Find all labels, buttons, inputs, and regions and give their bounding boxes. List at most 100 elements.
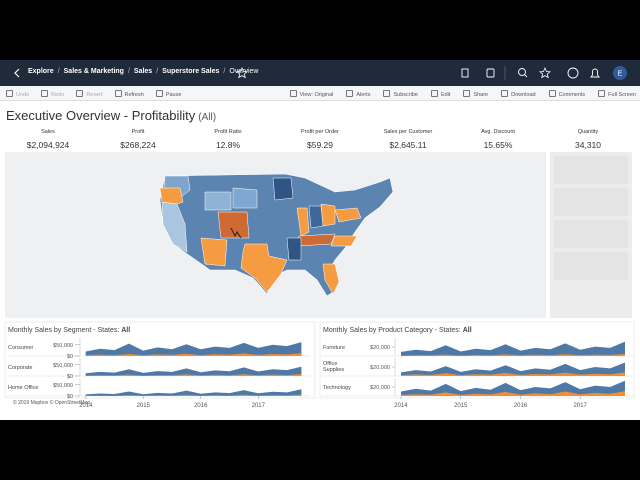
state bbox=[200, 237, 228, 267]
separator: / bbox=[57, 68, 60, 75]
state bbox=[217, 211, 250, 239]
kpi-label: Avg. Discount bbox=[481, 129, 515, 135]
row-label: Consumer bbox=[8, 345, 34, 351]
toolbar-button[interactable]: Comments bbox=[549, 90, 586, 98]
row-label: Technology bbox=[323, 385, 351, 391]
cursor bbox=[230, 227, 242, 239]
chart-title-text: Monthly Sales by Segment - States: bbox=[8, 327, 121, 334]
area bbox=[401, 372, 625, 376]
y-tick-label: $20,000 bbox=[370, 365, 390, 371]
kpi: Profit $268,224 bbox=[93, 129, 183, 150]
side-panel bbox=[550, 152, 632, 318]
kpi-label: Sales per Customer bbox=[383, 129, 433, 135]
kpi: Quantity 34,310 bbox=[543, 129, 633, 150]
area bbox=[401, 362, 625, 376]
area bbox=[85, 374, 302, 376]
y-tick-label: $0 bbox=[67, 374, 73, 380]
bookmark-icon[interactable] bbox=[461, 68, 469, 78]
help-icon[interactable] bbox=[567, 67, 579, 79]
toolbar-button[interactable]: Undo bbox=[6, 90, 29, 98]
area bbox=[401, 341, 625, 356]
kpi: Profit per Order $59.29 bbox=[275, 129, 365, 150]
toolbar-button[interactable]: Share bbox=[463, 90, 488, 98]
x-tick-label: 2017 bbox=[574, 403, 588, 409]
kpi-value: $2,645.11 bbox=[389, 140, 427, 150]
kpi: Sales per Customer $2,645.11 bbox=[363, 129, 453, 150]
area bbox=[85, 389, 302, 396]
back-icon[interactable] bbox=[14, 68, 20, 78]
kpi: Sales $2,094,924 bbox=[3, 129, 93, 150]
toolbar: Undo Redo Revert Refresh Pause View: Origina… bbox=[0, 86, 640, 101]
side-placeholders bbox=[554, 156, 628, 280]
map-credit: © 2019 Mapbox © OpenStreetMap bbox=[13, 400, 91, 406]
chart-panel bbox=[4, 321, 316, 399]
kpi: Profit Ratio 12.8% bbox=[183, 129, 273, 150]
toolbar-button[interactable]: Full Screen bbox=[598, 90, 636, 98]
y-tick-label: $0 bbox=[67, 394, 73, 400]
area bbox=[85, 394, 302, 396]
title-text: Executive Overview - Profitability bbox=[6, 108, 196, 123]
row-label-line: Supplies bbox=[323, 367, 344, 373]
sparkline-charts: Monthly Sales by Segment - States: All Co… bbox=[4, 321, 635, 409]
kpi-value: 12.8% bbox=[215, 140, 241, 150]
x-tick-label: 2015 bbox=[454, 403, 468, 409]
placeholder bbox=[554, 252, 628, 280]
favorites-menu[interactable] bbox=[538, 66, 552, 79]
toolbar-button[interactable]: Redo bbox=[41, 90, 64, 98]
breadcrumb-item[interactable]: Overview bbox=[229, 68, 259, 75]
x-tick-label: 2015 bbox=[137, 403, 151, 409]
area bbox=[85, 342, 302, 356]
breadcrumb-item[interactable]: Superstore Sales bbox=[162, 68, 220, 75]
breadcrumb-item[interactable]: Sales & Marketing bbox=[63, 68, 124, 75]
row-label-line: Office bbox=[323, 361, 337, 367]
toolbar-button[interactable]: Edit bbox=[431, 90, 450, 98]
kpi: Avg. Discount 15.65% bbox=[453, 129, 543, 150]
breadcrumb-item[interactable]: Sales bbox=[133, 68, 153, 75]
toolbar-button[interactable]: Alerts bbox=[346, 90, 370, 98]
separator: / bbox=[223, 68, 226, 75]
toolbar-button[interactable]: Download bbox=[501, 90, 535, 98]
row-label: Corporate bbox=[8, 365, 32, 371]
kpi-value: $59.29 bbox=[307, 140, 333, 150]
avatar-initial: E bbox=[618, 71, 623, 78]
y-tick-label: $50,000 bbox=[53, 343, 73, 349]
toolbar-left: Undo Redo Revert Refresh Pause bbox=[6, 90, 181, 98]
x-tick-label: 2014 bbox=[394, 403, 408, 409]
avatar[interactable] bbox=[613, 66, 627, 80]
state bbox=[159, 187, 184, 205]
state bbox=[232, 187, 258, 209]
toolbar-button[interactable]: Revert bbox=[76, 90, 102, 98]
area bbox=[401, 380, 625, 396]
favorite-icon[interactable] bbox=[235, 66, 249, 79]
breadcrumb-item[interactable]: Explore bbox=[28, 68, 54, 75]
chart-title: Monthly Sales by Segment - States: All bbox=[8, 327, 130, 334]
map: © 2019 Mapbox © OpenStreetMap bbox=[5, 152, 546, 406]
row-label: Home Office bbox=[8, 385, 38, 391]
kpi-value: $268,224 bbox=[120, 140, 156, 150]
notifications-icon[interactable] bbox=[590, 68, 600, 78]
toolbar-button[interactable]: Refresh bbox=[115, 90, 144, 98]
title-filter: (All) bbox=[198, 112, 217, 123]
toolbar-button[interactable]: Subscribe bbox=[383, 90, 417, 98]
y-tick-label: $50,000 bbox=[53, 383, 73, 389]
kpi-label: Profit per Order bbox=[301, 129, 339, 135]
kpi-label: Sales bbox=[41, 129, 55, 135]
row-label: Furniture bbox=[323, 345, 345, 351]
kpi-value: $2,094,924 bbox=[26, 140, 70, 150]
placeholder bbox=[554, 220, 628, 248]
area bbox=[85, 353, 302, 356]
kpi-label: Quantity bbox=[577, 129, 599, 135]
y-tick-label: $0 bbox=[67, 354, 73, 360]
chart-title-text: Monthly Sales by Product Category - Stat… bbox=[323, 327, 463, 334]
toolbar-button[interactable]: View: Original bbox=[290, 90, 334, 98]
state bbox=[286, 237, 302, 261]
state bbox=[272, 177, 294, 201]
save-icon[interactable] bbox=[486, 68, 495, 78]
search-icon-handle bbox=[524, 74, 528, 78]
tableau-screen: E Explore / Sales & Marketing / Sales / Supers… bbox=[0, 60, 640, 420]
placeholder bbox=[554, 156, 628, 184]
kpi-label: Profit bbox=[131, 129, 145, 135]
toolbar-button[interactable]: Pause bbox=[156, 90, 182, 98]
state bbox=[322, 263, 340, 295]
search-icon[interactable] bbox=[518, 68, 526, 76]
